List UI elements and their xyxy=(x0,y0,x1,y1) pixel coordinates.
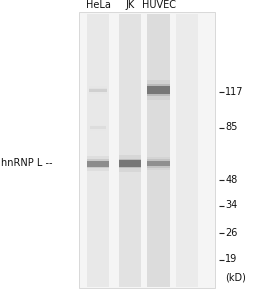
Bar xyxy=(118,155,141,172)
Bar xyxy=(90,124,106,130)
Text: 85: 85 xyxy=(225,122,238,133)
Bar xyxy=(118,158,141,168)
Text: HeLa: HeLa xyxy=(86,1,111,10)
Bar xyxy=(147,160,170,167)
Text: 19: 19 xyxy=(225,254,238,265)
Text: JK: JK xyxy=(125,1,134,10)
Bar xyxy=(176,14,198,286)
Bar xyxy=(90,126,106,129)
Bar xyxy=(147,80,170,100)
Bar xyxy=(147,14,170,286)
Bar xyxy=(118,14,141,286)
Bar xyxy=(87,159,110,168)
Bar xyxy=(87,160,110,166)
Text: 26: 26 xyxy=(225,227,238,238)
Text: 48: 48 xyxy=(225,175,238,185)
Text: 117: 117 xyxy=(225,86,244,97)
Bar xyxy=(147,157,170,170)
Bar xyxy=(87,14,110,286)
Bar xyxy=(87,156,110,171)
Text: hnRNP L --: hnRNP L -- xyxy=(1,158,53,169)
Bar xyxy=(89,86,107,94)
Bar xyxy=(89,88,107,92)
Text: HUVEC: HUVEC xyxy=(141,1,176,10)
Text: 34: 34 xyxy=(225,200,238,211)
Bar xyxy=(147,84,170,96)
Bar xyxy=(89,88,107,92)
Bar xyxy=(90,126,106,129)
Bar xyxy=(79,12,215,288)
Bar xyxy=(147,161,170,166)
Text: (kD): (kD) xyxy=(225,272,246,283)
Bar xyxy=(118,160,141,167)
Bar xyxy=(147,86,170,94)
